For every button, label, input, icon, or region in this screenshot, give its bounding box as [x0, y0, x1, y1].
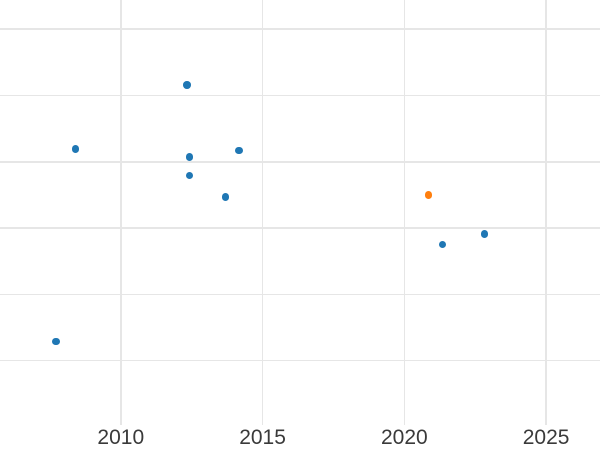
- blue-series-point: [71, 145, 80, 153]
- blue-series-point: [480, 230, 489, 238]
- x-tick-label: 2020: [380, 426, 428, 449]
- x-tick-label: 2025: [522, 426, 570, 449]
- gridline-horizontal: [0, 359, 600, 362]
- x-tick-label: 2010: [97, 426, 145, 449]
- gridline-horizontal: [0, 293, 600, 296]
- blue-series-point: [52, 337, 60, 346]
- blue-series-point: [235, 146, 243, 155]
- blue-series-point: [183, 81, 191, 89]
- gridline-horizontal: [0, 28, 600, 30]
- blue-series-point: [438, 240, 447, 249]
- blue-series-point: [221, 193, 230, 201]
- orange-series-point: [424, 191, 433, 199]
- gridline-vertical: [545, 0, 547, 425]
- plot-area: [0, 0, 600, 425]
- gridline-vertical: [261, 0, 264, 425]
- gridline-vertical: [120, 0, 122, 425]
- blue-series-point: [185, 171, 194, 180]
- blue-series-point: [185, 153, 194, 161]
- gridline-vertical: [403, 0, 406, 425]
- x-tick-label: 2015: [239, 426, 286, 449]
- gridline-horizontal: [0, 94, 600, 97]
- gridline-horizontal: [0, 227, 600, 229]
- gridline-horizontal: [0, 161, 600, 163]
